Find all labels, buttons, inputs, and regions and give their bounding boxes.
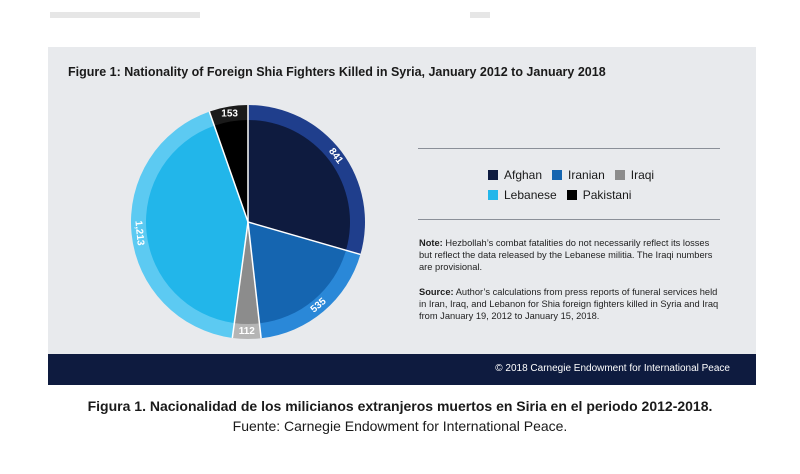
pie-separator: [231, 221, 249, 339]
faint-header-line: [50, 12, 200, 18]
caption-title: Figura 1. Nacionalidad de los milicianos…: [87, 398, 713, 414]
pie-slice-iranian: [248, 222, 347, 324]
legend-swatch-pakistani: [566, 190, 577, 200]
pie-separator: [208, 111, 249, 223]
legend-label-lebanese: Lebanese: [504, 188, 557, 202]
legend-label-iraqi: Iraqi: [630, 168, 655, 182]
legend-item-iranian: Iranian: [552, 168, 605, 182]
pie-separator: [247, 221, 262, 339]
figure-title: Figure 1: Nationality of Foreign Shia Fi…: [68, 65, 606, 79]
note-block: Note: Hezbollah’s combat fatalities do n…: [419, 237, 719, 273]
pie-slice-iraqi: [234, 222, 260, 325]
footer-bar: © 2018 Carnegie Endowment for Internatio…: [48, 354, 756, 385]
figure-panel: Figure 1: Nationality of Foreign Shia Fi…: [48, 47, 756, 385]
legend-swatch-iranian: [552, 170, 563, 180]
legend-row-2: Lebanese Pakistani: [488, 188, 708, 202]
pie-label-iraqi: 112: [239, 326, 256, 337]
legend-swatch-afghan: [488, 170, 498, 180]
legend-label-iranian: Iranian: [568, 168, 605, 182]
legend-item-iraqi: Iraqi: [614, 168, 655, 182]
legend-label-afghan: Afghan: [504, 168, 543, 182]
pie-separator: [247, 221, 361, 256]
chart-legend: Afghan Iranian Iraqi Lebanese Pakistani: [488, 168, 708, 208]
legend-swatch-lebanese: [488, 190, 498, 200]
source-text: Author’s calculations from press reports…: [419, 287, 719, 321]
copyright-text: © 2018 Carnegie Endowment for Internatio…: [495, 363, 730, 374]
pie-label-lebanese: 1,213: [132, 220, 146, 246]
faint-header-line-right: [470, 12, 490, 18]
legend-item-pakistani: Pakistani: [566, 188, 632, 202]
legend-item-lebanese: Lebanese: [488, 188, 557, 202]
source-block: Source: Author’s calculations from press…: [419, 286, 719, 322]
legend-row-1: Afghan Iranian Iraqi: [488, 168, 708, 182]
legend-swatch-iraqi: [614, 170, 625, 180]
legend-top-rule: [418, 148, 720, 149]
source-label: Source:: [419, 287, 454, 297]
legend-item-afghan: Afghan: [488, 168, 542, 182]
note-text: Hezbollah’s combat fatalities do not nec…: [419, 238, 713, 272]
legend-bottom-rule: [418, 219, 720, 220]
caption-source: Fuente: Carnegie Endowment for Internati…: [232, 418, 568, 434]
note-label: Note:: [419, 238, 443, 248]
pie-slice-afghan: [248, 120, 351, 251]
pie-slice-lebanese: [145, 125, 248, 324]
legend-label-pakistani: Pakistani: [582, 188, 632, 202]
pie-label-pakistani: 153: [221, 109, 238, 120]
